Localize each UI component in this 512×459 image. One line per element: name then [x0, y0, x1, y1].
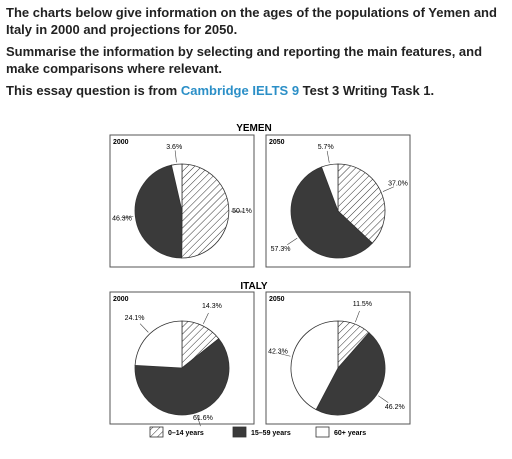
- pie-panel-yemen-2000: 2000 50.1% 46.3% 3.6%: [109, 134, 255, 268]
- slice-label: 46.3%: [112, 216, 132, 223]
- source-suffix: Test 3 Writing Task 1.: [299, 83, 435, 98]
- leader-line: [355, 310, 360, 323]
- legend-label: 0–14 years: [168, 430, 204, 437]
- legend-swatch: [232, 426, 247, 438]
- pie-slice-60plus: [321, 163, 339, 212]
- pie-slice-60plus: [134, 320, 183, 369]
- slice-label: 57.3%: [271, 246, 291, 253]
- pie-slice-15-59: [315, 332, 386, 416]
- slice-label: 42.3%: [268, 348, 288, 355]
- pie-slice-60plus: [170, 163, 183, 212]
- leader-line: [196, 414, 201, 427]
- panel-year: 2000: [113, 139, 129, 146]
- panel-year: 2000: [113, 296, 129, 303]
- leader-line: [139, 323, 149, 333]
- slice-label: 50.1%: [232, 208, 252, 215]
- source-prefix: This essay question is from: [6, 83, 181, 98]
- slice-label: 5.7%: [318, 144, 334, 151]
- leader-line: [278, 353, 291, 357]
- pie-slice-15-59: [290, 166, 373, 259]
- question-line-2: Summarise the information by selecting a…: [6, 44, 483, 76]
- pie-panel-italy-2050: 2050 11.5% 46.2% 42.3%: [265, 291, 411, 425]
- leader-line: [121, 216, 134, 218]
- question-line-1: The charts below give information on the…: [6, 5, 497, 37]
- slice-label: 24.1%: [125, 315, 145, 322]
- legend-swatch: [315, 426, 330, 438]
- legend: 0–14 years 15–59 years 60+ years: [149, 426, 366, 438]
- slice-label: 3.6%: [166, 144, 182, 151]
- pie-slice-60plus: [290, 320, 339, 411]
- section-title-yemen: YEMEN: [236, 123, 272, 134]
- leader-line: [287, 237, 298, 246]
- slice-label: 37.0%: [388, 181, 408, 188]
- section-title-italy: ITALY: [240, 281, 268, 292]
- question-text: The charts below give information on the…: [6, 4, 506, 104]
- leader-line: [382, 186, 395, 192]
- legend-label: 15–59 years: [251, 430, 291, 437]
- pie-slice-15-59: [134, 164, 183, 259]
- leader-line: [174, 150, 177, 163]
- pie-slice-0-14: [181, 163, 230, 259]
- pie-slice-0-14: [337, 163, 386, 244]
- leader-line: [326, 150, 330, 163]
- legend-swatch: [149, 426, 164, 438]
- source-line: This essay question is from Cambridge IE…: [6, 82, 506, 99]
- slice-label: 46.2%: [385, 404, 405, 411]
- legend-label: 60+ years: [334, 430, 366, 437]
- slice-label: 11.5%: [353, 301, 372, 308]
- pie-panel-italy-2000: 2000 14.3% 61.6% 24.1%: [109, 291, 255, 427]
- pie-slice-15-59: [134, 338, 230, 416]
- leader-line: [203, 312, 209, 324]
- slice-label: 61.6%: [193, 415, 213, 422]
- leader-line: [378, 395, 389, 403]
- panel-year: 2050: [269, 139, 285, 146]
- source-link[interactable]: Cambridge IELTS 9: [180, 83, 300, 98]
- slice-label: 14.3%: [202, 303, 222, 310]
- panel-year: 2050: [269, 296, 285, 303]
- pie-panel-yemen-2050: 2050 37.0% 57.3% 5.7%: [265, 134, 411, 268]
